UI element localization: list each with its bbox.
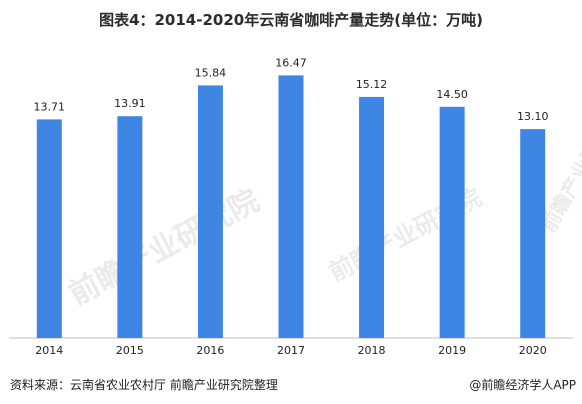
x-tick-label: 2020 <box>519 344 547 357</box>
chart-title: 图表4：2014-2020年云南省咖啡产量走势(单位：万吨) <box>99 11 483 29</box>
x-tick-label: 2015 <box>116 344 144 357</box>
data-label: 13.71 <box>34 100 66 113</box>
bar <box>36 119 62 338</box>
bar <box>117 116 143 339</box>
x-tick-label: 2018 <box>358 344 386 357</box>
data-label: 15.84 <box>195 66 227 79</box>
bar <box>439 106 465 338</box>
source-note: 资料来源：云南省农业农村厅 前瞻产业研究院整理 <box>10 378 278 392</box>
data-label: 14.50 <box>436 88 468 101</box>
bar <box>359 96 385 338</box>
data-label: 16.47 <box>275 56 307 69</box>
brand-credit: @前瞻经济学人APP <box>469 378 576 392</box>
data-label: 13.10 <box>517 110 549 123</box>
data-label: 13.91 <box>114 97 146 110</box>
bar <box>197 85 223 338</box>
x-tick-label: 2019 <box>438 344 466 357</box>
bar <box>278 75 304 339</box>
x-tick-label: 2014 <box>35 344 63 357</box>
x-tick-label: 2017 <box>277 344 305 357</box>
data-label: 15.12 <box>356 78 388 91</box>
x-tick-label: 2016 <box>196 344 224 357</box>
bar <box>520 129 546 338</box>
